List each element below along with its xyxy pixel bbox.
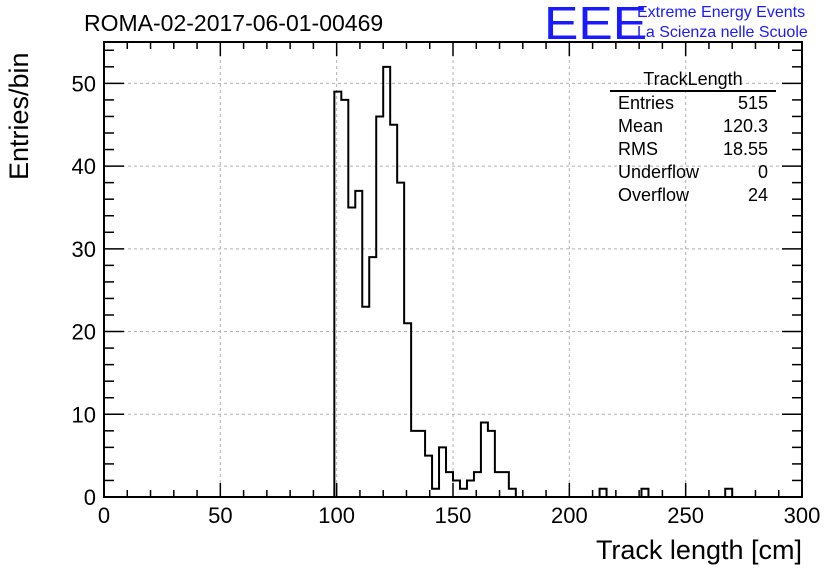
- tick-labels: 0 50 100 150 200 250 300 0 10 20 30 40 50: [72, 71, 821, 528]
- x-tick-label: 200: [551, 503, 588, 528]
- plot-frame: [103, 41, 803, 498]
- stats-value: 18.55: [722, 139, 768, 159]
- x-tick-label: 0: [98, 503, 110, 528]
- y-tick-label: 10: [72, 402, 96, 427]
- x-tick-label: 300: [784, 503, 821, 528]
- stats-box: TrackLength Entries 515 Mean 120.3 RMS 1…: [610, 68, 776, 207]
- stats-label: Mean: [618, 116, 664, 136]
- x-tick-label: 50: [208, 503, 232, 528]
- stats-label: Underflow: [618, 162, 700, 182]
- stats-label: Overflow: [618, 185, 690, 205]
- y-tick-label: 30: [72, 237, 96, 262]
- stats-value: 24: [747, 185, 768, 205]
- stats-label: Entries: [618, 93, 675, 113]
- stats-row: Underflow 0: [610, 161, 776, 184]
- y-tick-label: 0: [84, 485, 96, 510]
- y-axis-label: Entries/bin: [4, 52, 34, 180]
- eee-logo: EEE: [544, 0, 648, 49]
- grid-lines: [104, 42, 802, 497]
- histogram-outline: [333, 65, 734, 498]
- logo-line-1: Extreme Energy Events: [637, 4, 806, 21]
- y-tick-label: 20: [72, 320, 96, 345]
- stats-value: 515: [737, 93, 768, 113]
- x-tick-label: 250: [667, 503, 704, 528]
- y-tick-label: 40: [72, 154, 96, 179]
- stats-value: 0: [757, 162, 768, 182]
- logo-line-2: La Scienza nelle Scuole: [637, 24, 808, 41]
- stats-row: Mean 120.3: [610, 115, 776, 138]
- stats-value: 120.3: [722, 116, 768, 136]
- stats-label: RMS: [618, 139, 658, 159]
- x-axis-label: Track length [cm]: [595, 535, 802, 565]
- y-tick-label: 50: [72, 71, 96, 96]
- x-tick-label: 100: [318, 503, 355, 528]
- stats-row: Entries 515: [610, 92, 776, 115]
- stats-row: Overflow 24: [610, 184, 776, 207]
- chart-title: ROMA-02-2017-06-01-00469: [84, 10, 384, 36]
- x-tick-label: 150: [435, 503, 472, 528]
- stats-title: TrackLength: [610, 68, 776, 92]
- stats-row: RMS 18.55: [610, 138, 776, 161]
